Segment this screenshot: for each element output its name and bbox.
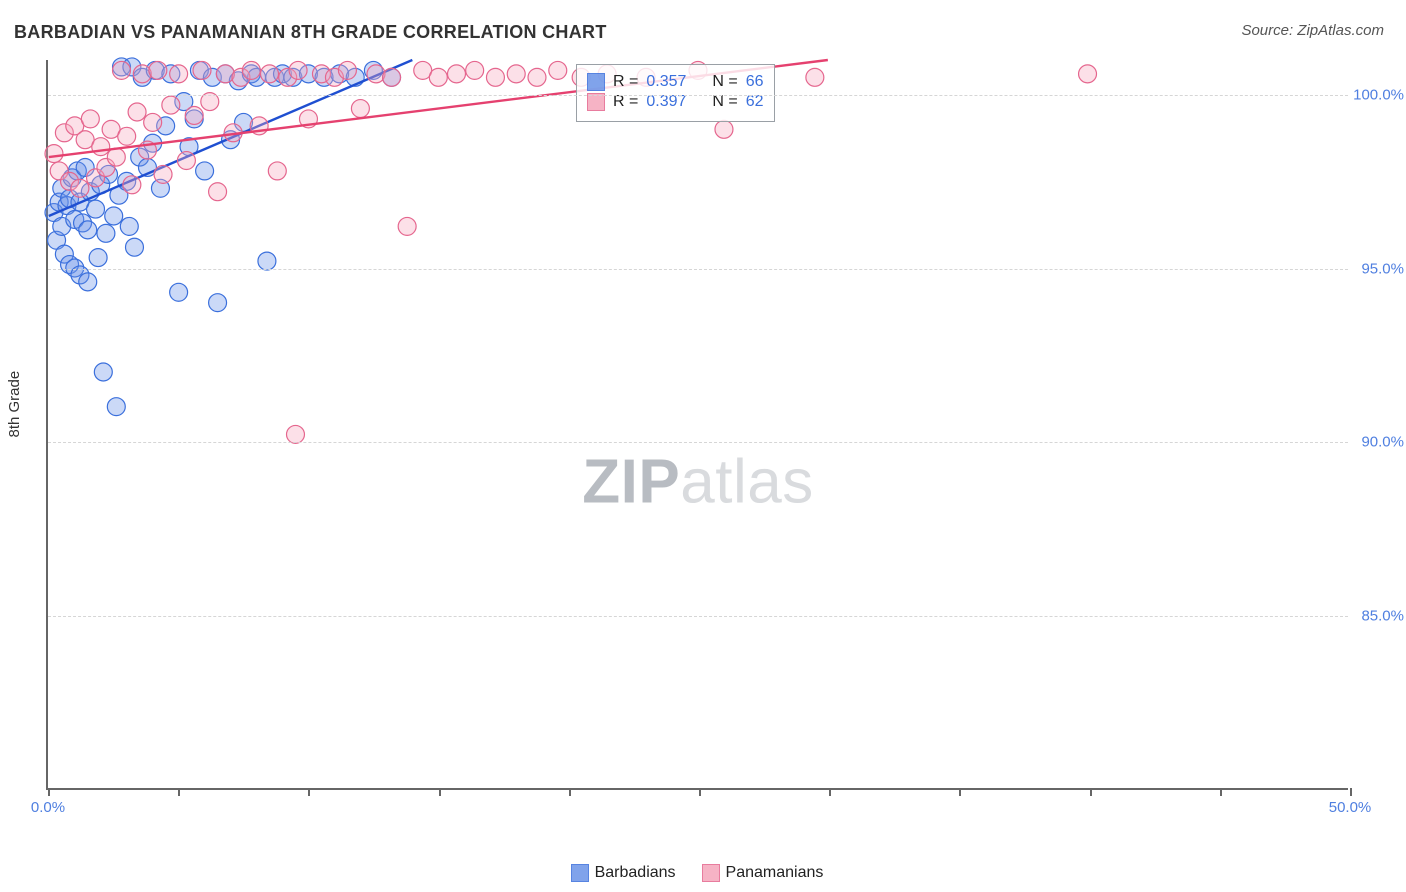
xtick <box>178 788 180 796</box>
scatter-marker <box>107 148 125 166</box>
scatter-marker <box>549 61 567 79</box>
scatter-marker <box>87 200 105 218</box>
xtick <box>569 788 571 796</box>
scatter-marker <box>107 398 125 416</box>
ytick-label: 85.0% <box>1361 608 1404 625</box>
scatter-marker <box>118 127 136 145</box>
source-label: Source: ZipAtlas.com <box>1241 22 1384 39</box>
scatter-marker <box>528 68 546 86</box>
gridline <box>48 95 1348 96</box>
scatter-marker <box>79 273 97 291</box>
xtick <box>1350 788 1352 796</box>
scatter-marker <box>154 165 172 183</box>
scatter-marker <box>133 65 151 83</box>
scatter-marker <box>185 106 203 124</box>
legend-bottom-item-1: Panamanians <box>702 864 824 882</box>
scatter-marker <box>466 61 484 79</box>
gridline <box>48 269 1348 270</box>
xtick <box>308 788 310 796</box>
legend-swatch-bottom-0 <box>571 864 589 882</box>
scatter-marker <box>448 65 466 83</box>
scatter-marker <box>105 207 123 225</box>
scatter-marker <box>128 103 146 121</box>
ytick-label: 95.0% <box>1361 260 1404 277</box>
scatter-marker <box>806 68 824 86</box>
scatter-marker <box>89 249 107 267</box>
xtick <box>699 788 701 796</box>
scatter-marker <box>338 61 356 79</box>
ytick-label: 100.0% <box>1353 86 1404 103</box>
xtick <box>1090 788 1092 796</box>
scatter-marker <box>92 138 110 156</box>
scatter-marker <box>287 425 305 443</box>
scatter-marker <box>1079 65 1097 83</box>
scatter-marker <box>170 65 188 83</box>
scatter-marker <box>209 294 227 312</box>
scatter-marker <box>242 61 260 79</box>
xtick <box>1220 788 1222 796</box>
scatter-marker <box>507 65 525 83</box>
scatter-marker <box>120 217 138 235</box>
xtick-label: 50.0% <box>1329 799 1372 816</box>
scatter-marker <box>97 224 115 242</box>
scatter-marker <box>149 61 167 79</box>
scatter-marker <box>94 363 112 381</box>
scatter-marker <box>261 65 279 83</box>
scatter-marker <box>126 238 144 256</box>
gridline <box>48 616 1348 617</box>
xtick <box>829 788 831 796</box>
legend-swatch-0 <box>587 73 605 91</box>
plot-svg <box>48 60 1348 788</box>
xtick <box>959 788 961 796</box>
ytick-label: 90.0% <box>1361 434 1404 451</box>
legend-top: R = 0.357 N = 66 R = 0.397 N = 62 <box>576 64 775 122</box>
plot-area: ZIPatlas R = 0.357 N = 66 R = 0.397 N = … <box>46 60 1348 790</box>
scatter-marker <box>486 68 504 86</box>
legend-r-value-0: 0.357 <box>646 73 686 91</box>
scatter-marker <box>268 162 286 180</box>
scatter-marker <box>81 110 99 128</box>
scatter-marker <box>351 100 369 118</box>
xtick <box>48 788 50 796</box>
legend-bottom-item-0: Barbadians <box>571 864 676 882</box>
scatter-marker <box>216 65 234 83</box>
legend-n-value-0: 66 <box>746 73 764 91</box>
scatter-marker <box>289 61 307 79</box>
scatter-marker <box>429 68 447 86</box>
xtick <box>439 788 441 796</box>
scatter-marker <box>144 113 162 131</box>
gridline <box>48 442 1348 443</box>
scatter-marker <box>71 179 89 197</box>
scatter-marker <box>193 61 211 79</box>
legend-swatch-bottom-1 <box>702 864 720 882</box>
scatter-marker <box>398 217 416 235</box>
scatter-marker <box>367 65 385 83</box>
scatter-marker <box>715 120 733 138</box>
chart-title: BARBADIAN VS PANAMANIAN 8TH GRADE CORREL… <box>14 22 607 43</box>
scatter-marker <box>113 61 131 79</box>
scatter-marker <box>383 68 401 86</box>
scatter-marker <box>79 221 97 239</box>
legend-n-label: N = <box>712 73 737 91</box>
scatter-marker <box>123 176 141 194</box>
scatter-marker <box>209 183 227 201</box>
y-axis-label: 8th Grade <box>6 371 23 438</box>
scatter-marker <box>170 283 188 301</box>
legend-bottom: Barbadians Panamanians <box>46 864 1348 882</box>
legend-r-label: R = <box>613 73 638 91</box>
scatter-marker <box>258 252 276 270</box>
scatter-marker <box>162 96 180 114</box>
xtick-label: 0.0% <box>31 799 65 816</box>
scatter-marker <box>45 145 63 163</box>
scatter-marker <box>196 162 214 180</box>
legend-top-row-0: R = 0.357 N = 66 <box>587 73 764 91</box>
scatter-marker <box>177 152 195 170</box>
